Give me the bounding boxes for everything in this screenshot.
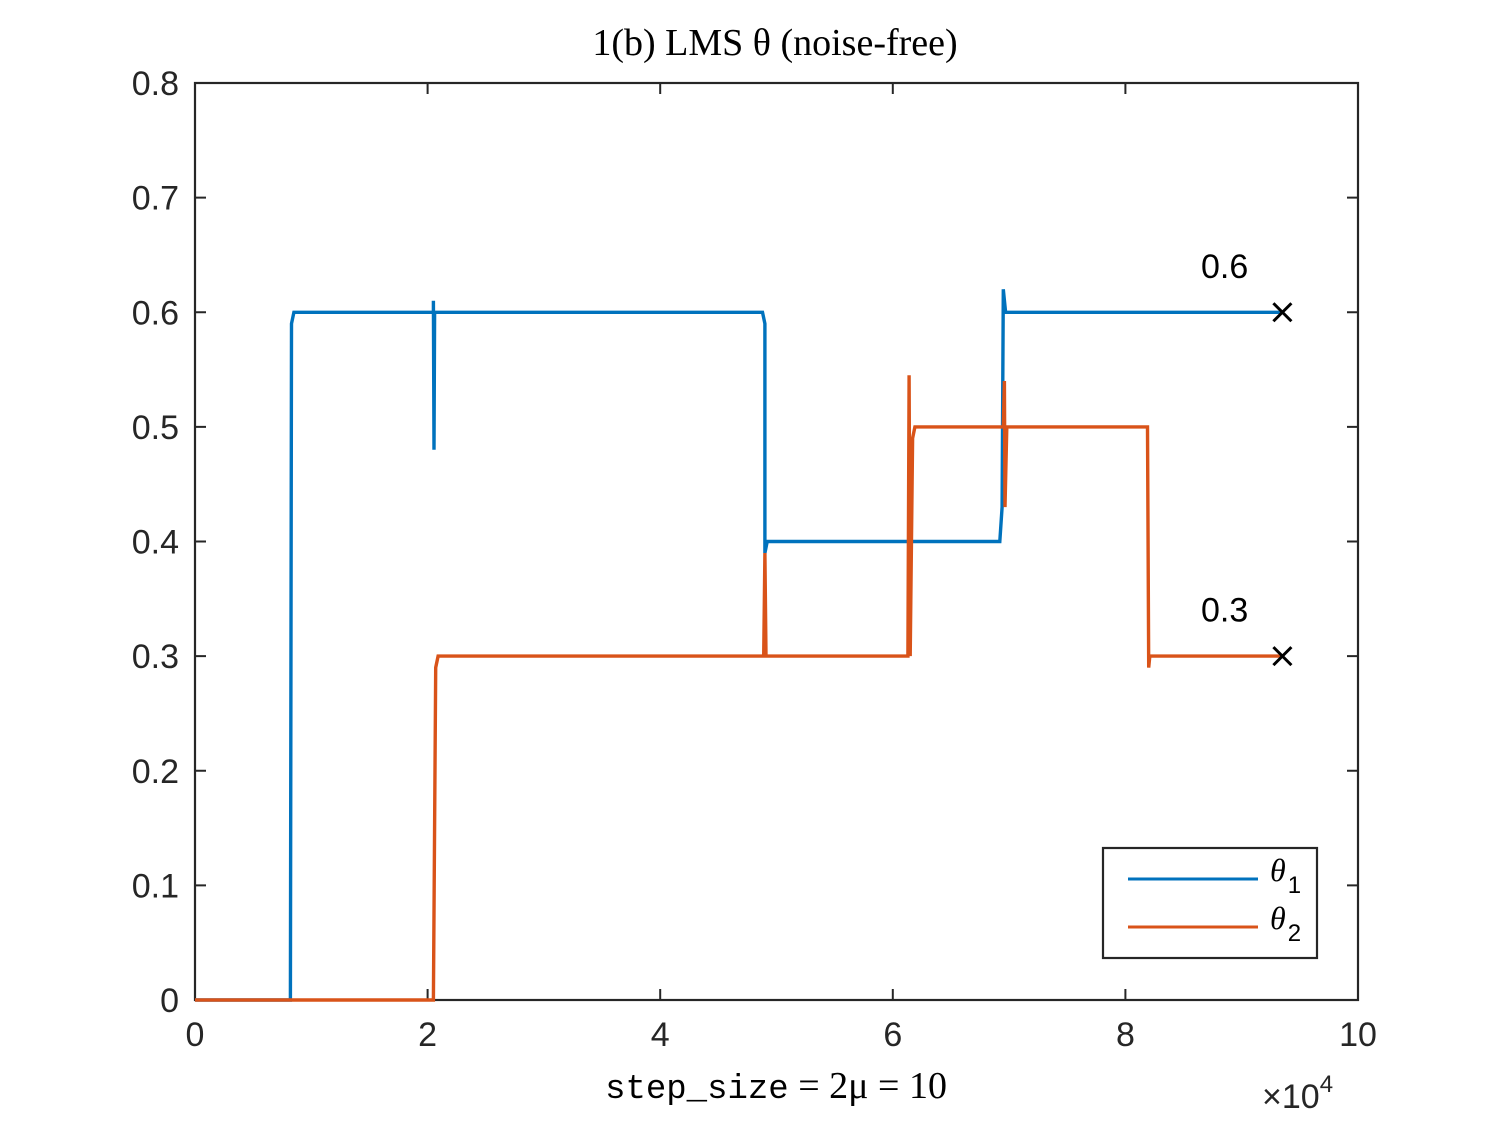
series-line-theta2	[195, 375, 1283, 1002]
y-tick-label: 0.1	[132, 867, 179, 905]
x-tick-label: 6	[883, 1016, 902, 1054]
legend-label-theta2: θ2	[1270, 900, 1301, 947]
y-tick-labels: 0 0.1 0.2 0.3 0.4 0.5 0.6 0.7 0.8	[132, 65, 179, 1020]
y-tick-label: 0.8	[132, 65, 179, 103]
x-axis-label: step_size = 2μ = 10	[605, 1065, 947, 1109]
series-line-theta1	[195, 289, 1283, 1002]
y-tick-label: 0	[160, 982, 179, 1020]
value-annotation: 0.3	[1201, 592, 1248, 630]
y-tick-label: 0.7	[132, 180, 179, 218]
y-tick-label: 0.3	[132, 638, 179, 676]
legend: θ1 θ2	[1101, 846, 1319, 960]
x-axis-exponent-power: 4	[1320, 1071, 1333, 1098]
value-annotations: 0.6 0.3	[1201, 248, 1248, 630]
x-tick-label: 4	[651, 1016, 670, 1054]
legend-box	[1101, 846, 1319, 960]
series-lines	[195, 289, 1283, 1002]
end-markers	[1272, 302, 1293, 667]
y-tick-label: 0.6	[132, 294, 179, 332]
value-annotation: 0.6	[1201, 248, 1248, 286]
x-tick-label: 2	[418, 1016, 437, 1054]
x-marker	[1272, 646, 1293, 667]
x-tick-label: 0	[186, 1016, 205, 1054]
legend-label-theta1: θ1	[1270, 852, 1301, 899]
axis-ticks	[194, 82, 1359, 1001]
y-tick-label: 0.5	[132, 409, 179, 447]
x-tick-label: 8	[1116, 1016, 1135, 1054]
x-axis-exponent: ×104	[1262, 1071, 1333, 1116]
y-tick-label: 0.2	[132, 753, 179, 791]
x-tick-label: 10	[1339, 1016, 1377, 1054]
chart-title: 1(b) LMS θ (noise-free)	[592, 22, 957, 64]
x-marker	[1272, 302, 1293, 323]
y-tick-label: 0.4	[132, 524, 179, 562]
x-tick-labels: 0 2 4 6 8 10	[186, 1016, 1377, 1054]
